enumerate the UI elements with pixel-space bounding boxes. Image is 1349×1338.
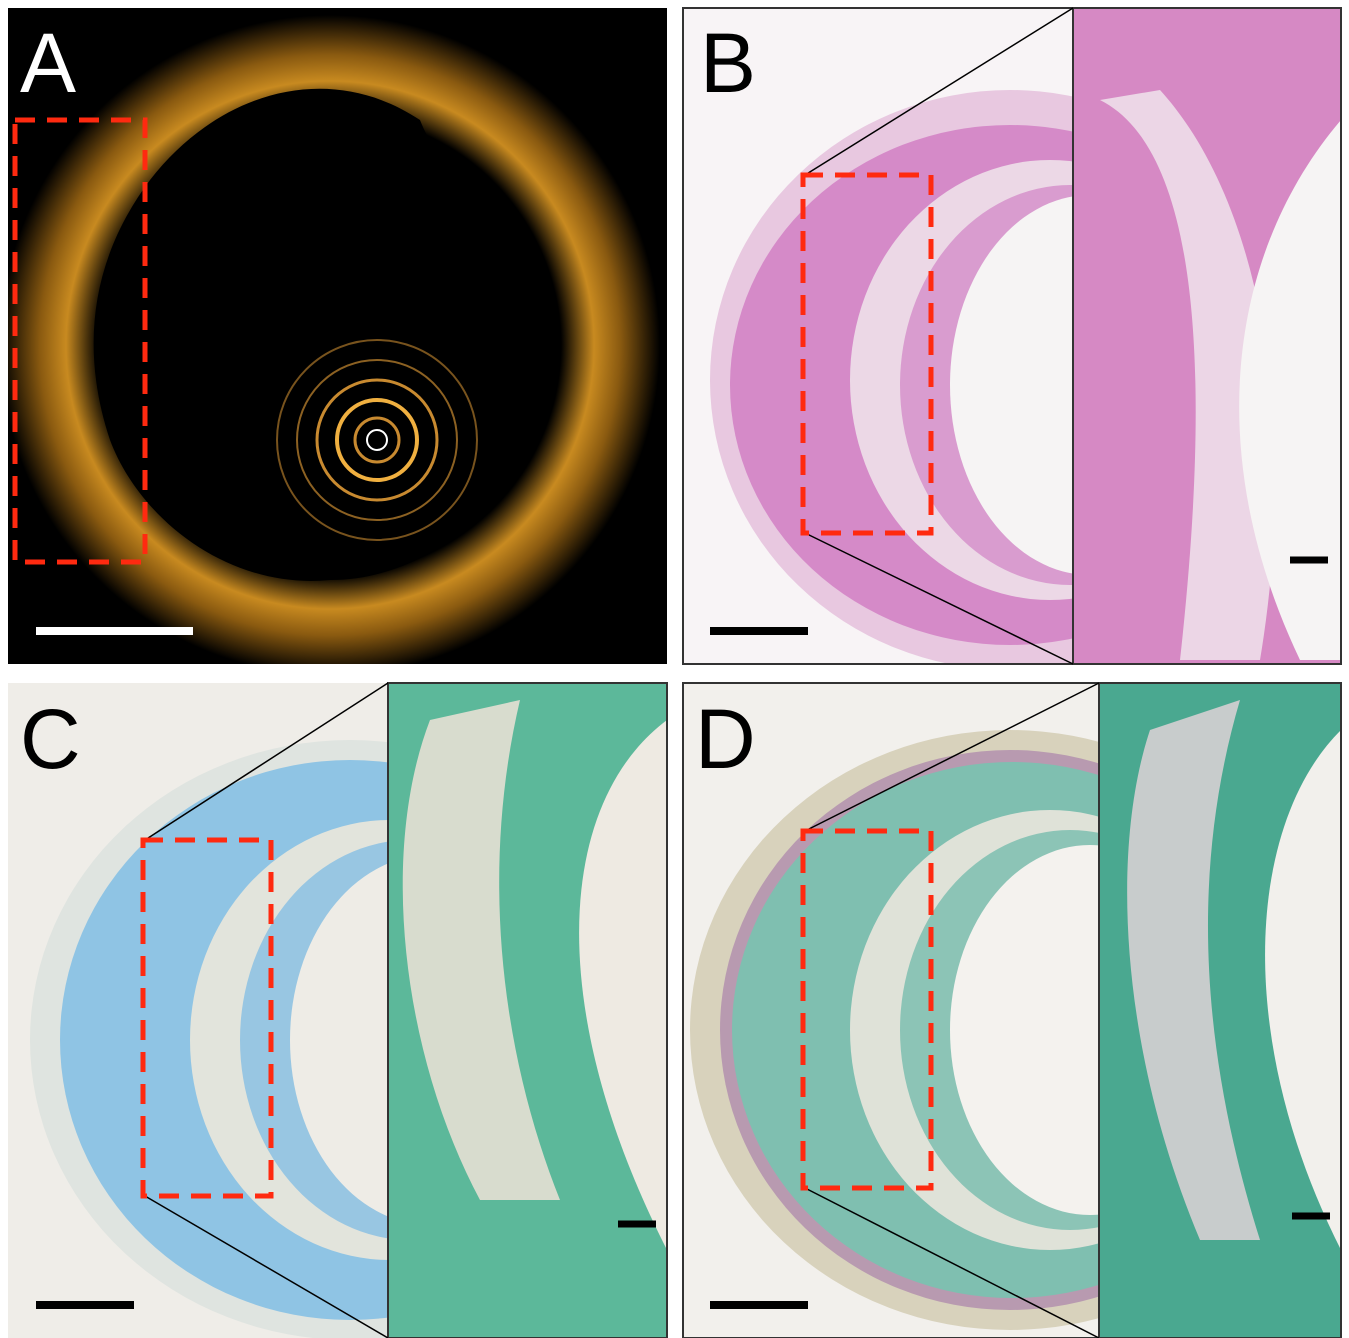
panel-label: A [20,16,76,110]
panel-b: B [683,8,1341,670]
panel-label: B [700,16,756,110]
panel-d: D [683,683,1341,1338]
figure: A B [0,0,1349,1338]
panel-label: D [695,692,756,786]
panel-label: C [20,692,81,786]
panel-a: A [0,8,667,675]
panel-c: C [8,683,670,1338]
body: A B [0,0,1349,1338]
page: {"panels": [{"label": "A"}, {"label": "B… [0,0,1349,1338]
shape [0,15,660,675]
